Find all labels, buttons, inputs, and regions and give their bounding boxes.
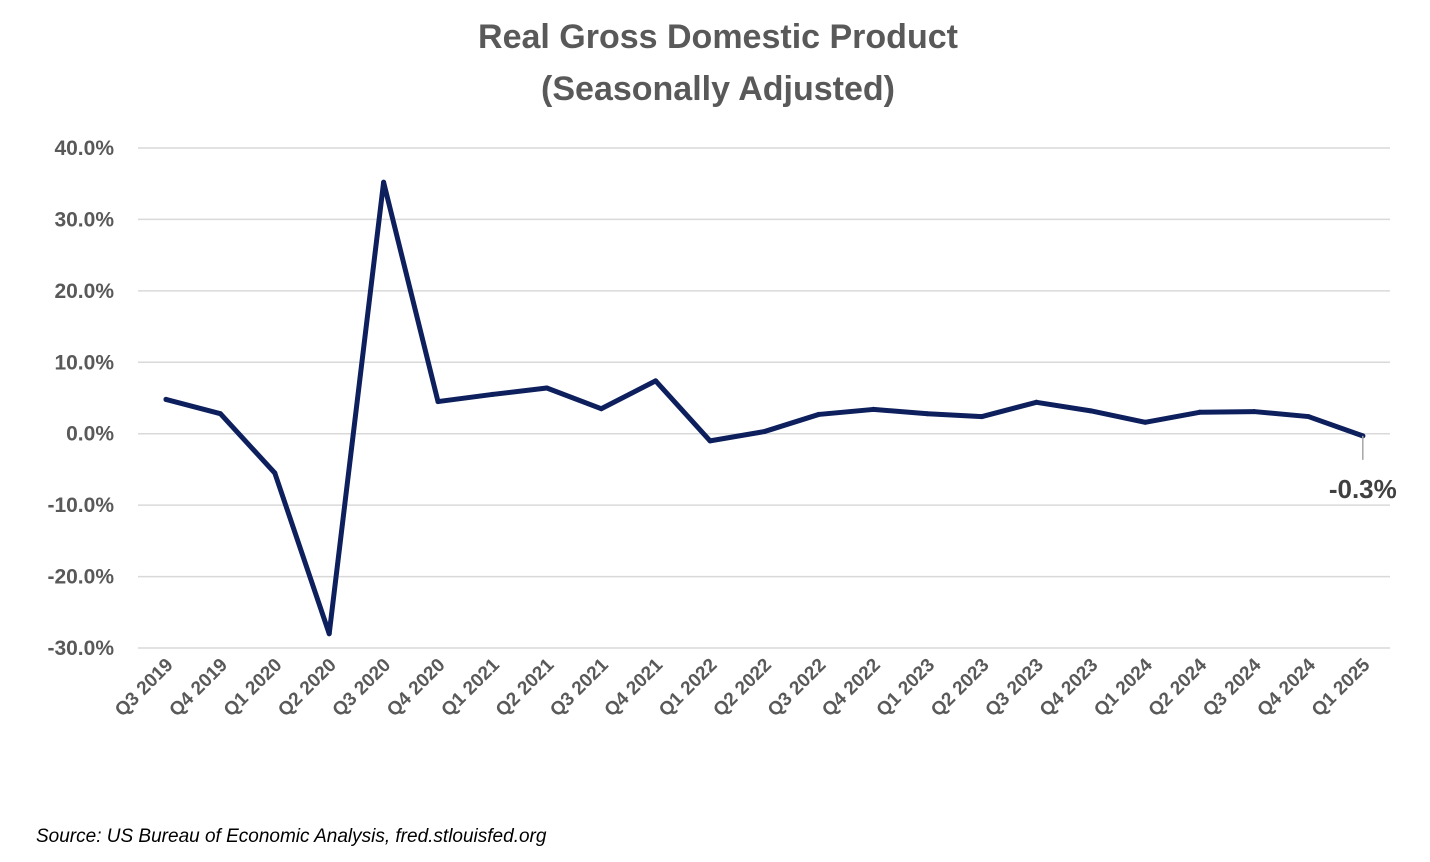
y-tick-label: 0.0%	[66, 423, 114, 446]
x-tick-label: Q2 2020	[274, 655, 340, 721]
gridlines	[138, 147, 1390, 649]
data-point	[598, 406, 604, 412]
y-tick-label: -20.0%	[47, 566, 114, 589]
y-tick-label: -30.0%	[47, 637, 114, 660]
x-tick-label: Q2 2024	[1145, 654, 1212, 721]
data-point	[816, 411, 822, 417]
x-tick-label: Q4 2022	[818, 655, 884, 721]
y-tick-label: 30.0%	[54, 208, 114, 231]
x-tick-label: Q1 2021	[438, 654, 505, 721]
x-tick-label: Q1 2025	[1308, 654, 1375, 721]
data-point	[1088, 408, 1094, 414]
x-tick-label: Q3 2022	[764, 655, 830, 721]
x-tick-label: Q3 2019	[111, 655, 177, 721]
y-tick-label: 40.0%	[54, 137, 114, 160]
x-tick-label: Q2 2023	[927, 655, 993, 721]
x-tick-label: Q4 2024	[1254, 654, 1321, 721]
data-point	[381, 179, 387, 185]
data-point	[435, 399, 441, 405]
data-point	[707, 438, 713, 444]
data-point	[489, 391, 495, 397]
y-tick-label: -10.0%	[47, 494, 114, 517]
x-tick-label: Q2 2021	[492, 654, 559, 721]
data-point	[761, 429, 767, 435]
y-tick-label: 10.0%	[54, 351, 114, 374]
series-lines	[163, 179, 1366, 637]
x-tick-label: Q1 2022	[655, 655, 721, 721]
source-note: Source: US Bureau of Economic Analysis, …	[36, 826, 547, 847]
data-point	[1305, 414, 1311, 420]
x-tick-label: Q3 2023	[982, 655, 1048, 721]
data-point	[544, 385, 550, 391]
data-point	[1142, 419, 1148, 425]
data-point	[163, 396, 169, 402]
x-tick-label: Q1 2023	[873, 655, 939, 721]
x-tick-label: Q4 2019	[166, 655, 232, 721]
data-point	[1197, 409, 1203, 415]
data-point	[217, 411, 223, 417]
gdp-series-line	[163, 179, 1366, 637]
x-tick-label: Q2 2022	[710, 655, 776, 721]
data-point	[272, 470, 278, 476]
data-point	[979, 414, 985, 420]
chart-subtitle: (Seasonally Adjusted)	[541, 70, 895, 108]
data-point	[925, 411, 931, 417]
data-point	[870, 406, 876, 412]
annotations: -0.3%	[1329, 435, 1397, 504]
y-axis-labels: 40.0% 30.0% 20.0% 10.0% 0.0% -10.0% -20.0% -30.…	[47, 137, 114, 660]
chart-title: Real Gross Domestic Product	[478, 18, 958, 56]
x-tick-label: Q4 2020	[383, 655, 449, 721]
data-label-q1-2025: -0.3%	[1329, 474, 1397, 504]
x-tick-label: Q1 2024	[1090, 654, 1157, 721]
x-tick-label: Q4 2023	[1036, 655, 1102, 721]
x-tick-label: Q3 2024	[1199, 654, 1266, 721]
x-tick-label: Q3 2021	[546, 654, 613, 721]
x-tick-label: Q4 2021	[601, 654, 668, 721]
x-tick-label: Q1 2020	[220, 655, 286, 721]
data-point	[1033, 399, 1039, 405]
data-point	[326, 631, 332, 637]
x-tick-label: Q3 2020	[329, 655, 395, 721]
data-point	[653, 378, 659, 384]
y-tick-label: 20.0%	[54, 280, 114, 303]
data-point	[1251, 409, 1257, 415]
